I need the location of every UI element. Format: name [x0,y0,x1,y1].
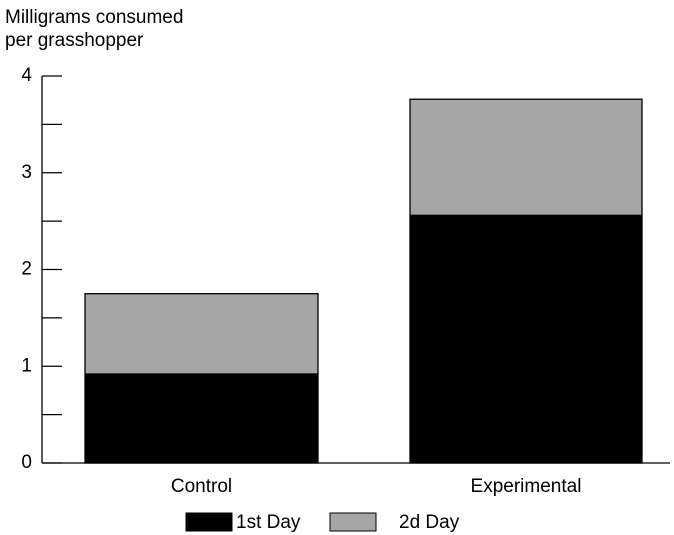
legend-swatch [329,512,377,532]
legend-label: 2d Day [399,512,460,533]
bar-segment [84,373,319,464]
y-tick-label: 2 [21,259,32,280]
y-tick-label: 4 [21,65,32,86]
legend-label: 1st Day [236,512,301,533]
y-axis-label: Milligrams consumed [5,7,183,28]
bar-segment [84,293,319,375]
y-axis-label: per grasshopper [5,30,144,51]
bar-segment [409,214,643,464]
y-tick-label: 1 [21,355,32,376]
x-tick-label: Control [171,476,232,497]
x-tick-label: Experimental [471,476,582,497]
legend-swatch [185,512,233,532]
y-tick-label: 0 [21,452,32,473]
bar-segment [409,98,643,216]
y-tick-label: 3 [21,162,32,183]
